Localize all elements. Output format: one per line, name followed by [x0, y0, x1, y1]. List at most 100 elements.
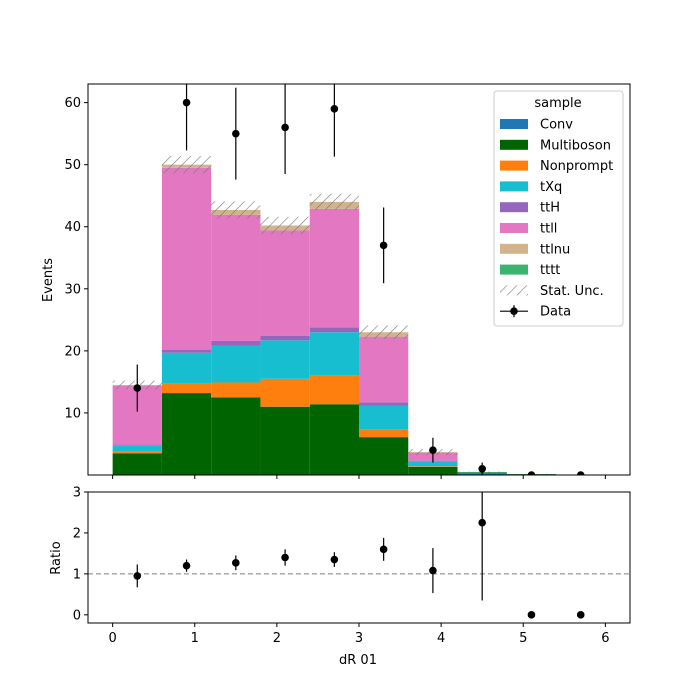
bar-ttll	[359, 336, 409, 403]
data-points	[133, 84, 585, 475]
ratio-y-tick-label: 3	[73, 486, 81, 501]
ratio-point	[478, 518, 486, 527]
bar-multiboson	[161, 393, 212, 475]
legend-item: ttll	[500, 222, 557, 237]
bar-ttll	[260, 230, 310, 336]
main-y-tick-label: 40	[64, 220, 81, 235]
stat-unc-band	[211, 201, 261, 219]
legend-swatch	[500, 223, 528, 233]
ratio-y-tick-label: 2	[73, 526, 81, 541]
main-y-tick-label: 10	[64, 406, 81, 421]
bar-nonprompt	[408, 466, 458, 467]
legend-swatch	[500, 119, 528, 129]
ratio-x-ticks: 0 1 2 3 4 5 6	[108, 623, 610, 646]
main-x-ticks	[112, 475, 606, 479]
bar-multiboson	[359, 437, 409, 475]
main-y-tick-label: 30	[64, 282, 81, 297]
legend-swatch	[500, 160, 528, 171]
bar-tth	[309, 327, 359, 333]
data-point	[379, 241, 388, 250]
bar-tth	[112, 444, 162, 446]
ratio-axes-frame	[87, 491, 631, 624]
legend-label: ttH	[540, 201, 560, 216]
bar-tth	[161, 349, 212, 353]
ratio-points	[133, 492, 585, 619]
legend-item: Stat. Unc.	[500, 284, 604, 299]
bar-multiboson	[112, 453, 162, 475]
stat-unc-band	[309, 193, 359, 210]
main-y-tick-label: 20	[64, 344, 81, 359]
ratio-y-axis-label: Ratio	[49, 541, 64, 574]
x-tick-label: 0	[108, 631, 116, 646]
bar-nonprompt	[359, 429, 409, 438]
stack-bars	[112, 164, 557, 475]
legend-item: Conv	[500, 118, 573, 133]
legend-marker	[510, 307, 518, 316]
y-axis-label: Events	[41, 258, 56, 302]
legend-label: Nonprompt	[540, 159, 613, 174]
legend-swatch-hatch	[500, 285, 528, 296]
ratio-point	[527, 611, 536, 619]
data-point	[576, 471, 585, 475]
bar-txq	[260, 340, 310, 379]
bar-nonprompt	[309, 375, 359, 405]
bar-txq	[211, 345, 261, 383]
data-point	[330, 105, 339, 113]
bar-txq	[161, 352, 212, 384]
ratio-y-tick-label: 1	[73, 567, 81, 582]
x-tick-label: 6	[601, 631, 609, 646]
legend-label: Stat. Unc.	[540, 284, 604, 299]
x-tick-label: 4	[437, 631, 445, 646]
stat-unc-band	[161, 155, 212, 174]
data-point	[281, 123, 289, 132]
ratio-point	[232, 559, 240, 567]
bar-ttll	[309, 208, 359, 328]
legend-label: Multiboson	[540, 138, 611, 153]
bar-txq	[408, 461, 458, 467]
legend-item: Multiboson	[500, 138, 611, 153]
legend-label: Data	[540, 305, 571, 320]
legend-swatch	[500, 181, 528, 192]
bar-nonprompt	[112, 451, 162, 454]
legend-label: ttlnu	[540, 242, 570, 257]
ratio-point	[576, 611, 585, 619]
bar-multiboson	[408, 466, 458, 475]
ratio-point	[133, 572, 142, 580]
ratio-point	[429, 566, 437, 575]
main-y-tick-label: 60	[64, 96, 81, 111]
legend: sample Conv Multiboson Nonprompt tXq ttH ttll…	[493, 90, 624, 327]
legend-item: tXq	[500, 180, 562, 195]
bar-txq	[112, 445, 162, 452]
bar-txq	[359, 405, 409, 430]
legend-item: ttH	[500, 201, 560, 216]
x-tick-label: 3	[355, 631, 363, 646]
legend-label: ttll	[540, 222, 557, 237]
legend-swatch	[500, 264, 528, 275]
bar-ttll	[211, 214, 261, 341]
legend-item: ttlnu	[500, 242, 570, 257]
legend-label: tXq	[540, 180, 562, 195]
bar-multiboson	[211, 397, 261, 475]
legend-item: tttt	[500, 263, 560, 278]
bar-tth	[211, 340, 261, 346]
x-axis-label: dR 01	[339, 653, 377, 668]
data-point	[182, 98, 191, 107]
main-y-ticks: 10 20 30 40 50 60	[64, 96, 88, 421]
data-point	[133, 384, 142, 392]
bar-txq	[309, 332, 359, 376]
bar-tth	[260, 335, 310, 341]
ratio-y-ticks: 0 1 2 3	[73, 486, 88, 623]
legend-title: sample	[534, 96, 581, 111]
legend-item: Nonprompt	[500, 159, 613, 174]
x-tick-label: 5	[519, 631, 527, 646]
main-y-tick-label: 50	[64, 158, 81, 173]
bar-multiboson	[309, 404, 359, 475]
ratio-point	[379, 545, 388, 554]
legend-items: Conv Multiboson Nonprompt tXq ttH ttll ttlnu tt…	[500, 118, 613, 320]
bar-ttll	[161, 167, 212, 350]
ratio-panel: 0 1 2 3 4 5 6 0 1 2 3 Ratio dR 01	[49, 486, 631, 668]
bar-nonprompt	[211, 382, 261, 398]
legend-swatch	[500, 243, 528, 254]
ratio-point	[182, 561, 191, 570]
